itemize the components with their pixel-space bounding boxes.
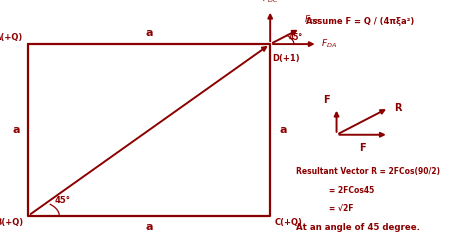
Text: A(+Q): A(+Q) bbox=[0, 33, 24, 42]
Text: D(+1): D(+1) bbox=[273, 54, 300, 63]
Text: F: F bbox=[323, 95, 329, 105]
Text: a: a bbox=[280, 125, 287, 135]
Text: Assume F = Q / (4πξa²): Assume F = Q / (4πξa²) bbox=[306, 17, 414, 26]
Text: R: R bbox=[394, 103, 402, 113]
Text: $F_{DB}$: $F_{DB}$ bbox=[304, 13, 320, 26]
Text: C(+Q): C(+Q) bbox=[275, 218, 303, 227]
Text: = √2F: = √2F bbox=[329, 203, 354, 212]
Text: 45°: 45° bbox=[288, 33, 302, 42]
Text: B(+Q): B(+Q) bbox=[0, 218, 24, 227]
Text: 45°: 45° bbox=[55, 196, 71, 205]
Text: $F_{DA}$: $F_{DA}$ bbox=[321, 38, 337, 50]
Text: a: a bbox=[13, 125, 20, 135]
Text: $F_{DC}$: $F_{DC}$ bbox=[262, 0, 278, 5]
Text: a: a bbox=[146, 28, 153, 38]
Text: = 2FCos45: = 2FCos45 bbox=[329, 186, 374, 195]
Text: Resultant Vector R = 2FCos(90/2): Resultant Vector R = 2FCos(90/2) bbox=[296, 167, 440, 176]
Text: At an angle of 45 degree.: At an angle of 45 degree. bbox=[296, 223, 420, 232]
Text: F: F bbox=[359, 143, 366, 153]
Text: a: a bbox=[146, 222, 153, 232]
